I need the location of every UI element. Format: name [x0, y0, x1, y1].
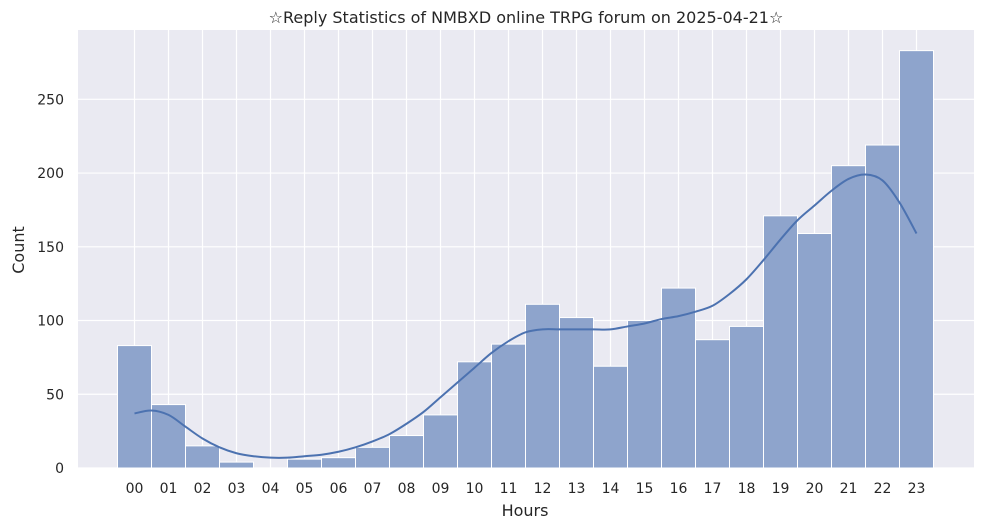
- x-tick-label: 05: [296, 481, 314, 497]
- x-tick-label: 23: [908, 481, 926, 497]
- x-tick-label: 03: [228, 481, 246, 497]
- y-tick-label: 150: [37, 240, 64, 256]
- x-axis-label: Hours: [502, 501, 549, 520]
- y-tick-label: 50: [46, 387, 64, 403]
- bar-14: [593, 365, 628, 469]
- y-tick-label: 100: [37, 314, 64, 330]
- bar-06: [321, 457, 356, 469]
- x-tick-labels: 00 01 02 03 04 05 06 07 08 09 10 11 12 13 14 15 16 17 18 19…: [126, 481, 926, 497]
- x-tick-label: 04: [262, 481, 280, 497]
- x-tick-label: 17: [704, 481, 722, 497]
- bar-08: [389, 435, 424, 469]
- x-tick-label: 14: [602, 481, 620, 497]
- y-tick-label: 250: [37, 92, 64, 108]
- x-tick-label: 19: [772, 481, 790, 497]
- x-tick-label: 02: [194, 481, 212, 497]
- bar-09: [423, 414, 458, 469]
- x-tick-label: 00: [126, 481, 144, 497]
- bar-21: [831, 165, 866, 469]
- chart-title: ☆Reply Statistics of NMBXD online TRPG f…: [269, 8, 784, 27]
- x-tick-label: 11: [500, 481, 518, 497]
- x-tick-label: 10: [466, 481, 484, 497]
- bar-23: [899, 50, 934, 469]
- bar-16: [661, 287, 696, 469]
- bar-05: [287, 458, 322, 469]
- y-tick-label: 200: [37, 166, 64, 182]
- x-tick-label: 06: [330, 481, 348, 497]
- x-tick-label: 07: [364, 481, 382, 497]
- bar-07: [355, 446, 390, 469]
- x-tick-label: 12: [534, 481, 552, 497]
- x-tick-label: 18: [738, 481, 756, 497]
- x-tick-label: 21: [840, 481, 858, 497]
- x-tick-label: 22: [874, 481, 892, 497]
- y-tick-labels: 0 50 100 150 200 250: [37, 92, 64, 477]
- bar-17: [695, 339, 730, 469]
- y-axis-label: Count: [9, 226, 28, 274]
- y-tick-label: 0: [55, 461, 64, 477]
- bar-13: [559, 317, 594, 469]
- bar-20: [797, 233, 832, 469]
- bar-03: [219, 461, 254, 469]
- kde-line: [134, 173, 918, 459]
- x-tick-label: 16: [670, 481, 688, 497]
- bar-01: [151, 404, 186, 469]
- x-tick-label: 01: [160, 481, 178, 497]
- x-tick-label: 15: [636, 481, 654, 497]
- x-tick-label: 08: [398, 481, 416, 497]
- bar-15: [627, 320, 662, 469]
- bar-19: [763, 215, 798, 469]
- x-tick-label: 09: [432, 481, 450, 497]
- bar-22: [865, 144, 900, 469]
- x-tick-label: 13: [568, 481, 586, 497]
- bar-18: [729, 325, 764, 469]
- bar-00: [117, 345, 152, 469]
- bar-02: [185, 445, 220, 469]
- bar-11: [491, 343, 526, 469]
- x-tick-label: 20: [806, 481, 824, 497]
